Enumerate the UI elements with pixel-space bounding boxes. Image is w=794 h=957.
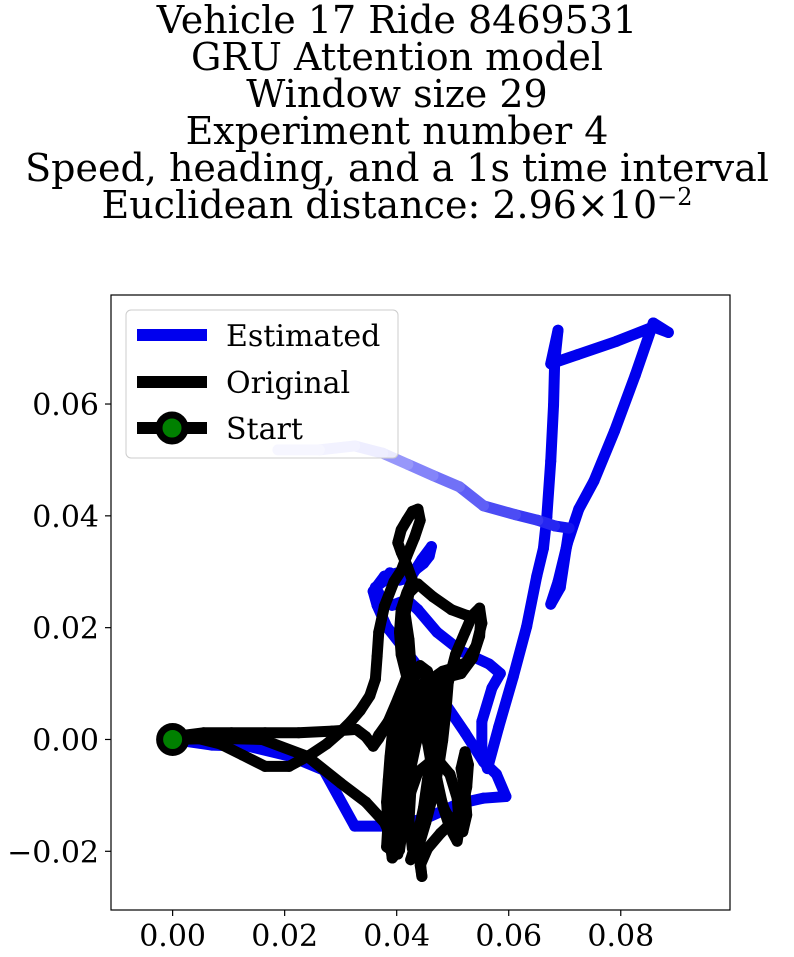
- series-estimated-segment: [571, 335, 622, 361]
- series-estimated-segment: [242, 740, 296, 762]
- title-distance-base: 10: [608, 183, 658, 227]
- y-tick-label: 0.04: [32, 500, 99, 535]
- legend: Estimated Original Start: [125, 309, 399, 459]
- title-distance-exponent: −2: [657, 183, 693, 211]
- x-tick-label: 0.04: [363, 919, 430, 954]
- title-line-2: GRU Attention model: [190, 35, 604, 79]
- series-estimated-segment: [521, 570, 543, 633]
- axes-frame: [110, 294, 731, 911]
- x-tick-label: 0.08: [587, 919, 654, 954]
- series-layer: [156, 317, 674, 882]
- title-line-5: Speed, heading, and a 1s time interval: [25, 146, 769, 190]
- legend-original-label: Original: [226, 366, 350, 401]
- series-estimated-segment: [481, 721, 505, 775]
- series-original-segment: [360, 731, 377, 750]
- series-estimated-segment: [548, 356, 561, 411]
- y-tick-label: −0.02: [7, 835, 99, 870]
- legend-frame: [125, 309, 399, 459]
- series-estimated-segment: [541, 455, 557, 523]
- chart-title: Vehicle 17 Ride 8469531 GRU Attention mo…: [0, 0, 794, 224]
- series-estimated-segment: [545, 399, 560, 467]
- series-estimated-segment: [476, 682, 498, 728]
- title-distance-times: ×: [576, 183, 609, 227]
- series-estimated-segment: [629, 317, 659, 381]
- legend-start-label: Start: [226, 412, 303, 447]
- series-estimated-segment: [478, 500, 521, 521]
- series-estimated-segment: [507, 621, 533, 683]
- series-original-segment: [211, 732, 268, 745]
- legend-estimated-label: Estimated: [226, 319, 380, 354]
- x-tick-label: 0.00: [139, 919, 206, 954]
- title-line-3: Window size 29: [246, 72, 548, 116]
- series-original-segment: [256, 733, 313, 762]
- x-tick-label: 0.02: [251, 919, 318, 954]
- title-line-4: Experiment number 4: [185, 109, 609, 153]
- series-original-segment: [401, 704, 415, 750]
- y-tick-label: 0.00: [32, 723, 99, 758]
- series-original: [167, 503, 488, 882]
- y-tick-label: 0.06: [32, 388, 99, 423]
- y-tick-label: 0.02: [32, 612, 99, 647]
- x-tick-label: 0.06: [475, 919, 542, 954]
- title-line-distance: Euclidean distance: 2.96×10−2: [0, 185, 794, 224]
- series-estimated-segment: [554, 522, 575, 593]
- series-original-segment: [293, 725, 338, 739]
- title-distance-prefix: Euclidean distance: 2.96: [101, 183, 577, 227]
- legend-start-marker: [155, 411, 189, 445]
- start-marker: [156, 722, 190, 756]
- series-estimated-segment: [493, 671, 519, 733]
- series-original-segment: [392, 771, 409, 817]
- series-estimated-segment: [609, 369, 641, 437]
- series-original-segment: [301, 750, 347, 789]
- series-estimated-segment: [588, 425, 621, 487]
- ticks-layer: 0.00 0.02 0.04 0.06 0.08 −0.02 0.00 0.02 0.04 0.0…: [7, 388, 654, 954]
- title-line-1: Vehicle 17 Ride 8469531: [156, 0, 638, 42]
